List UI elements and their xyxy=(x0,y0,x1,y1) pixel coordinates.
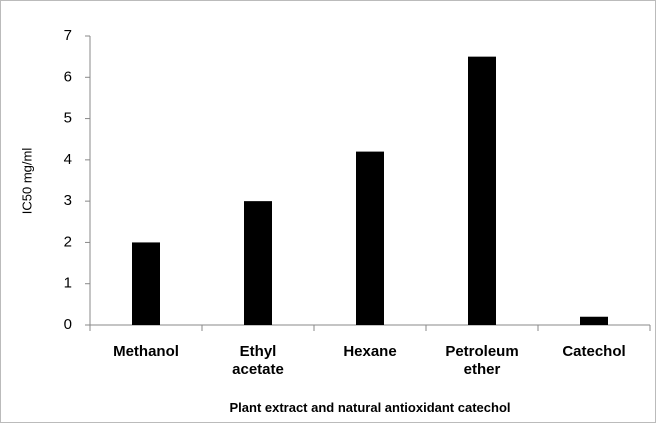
bar xyxy=(580,316,608,325)
x-tick-label: Petroleum ether xyxy=(445,343,519,378)
bar xyxy=(132,242,160,325)
y-tick-label: 2 xyxy=(64,233,72,250)
y-tick-label: 5 xyxy=(64,110,72,127)
bar xyxy=(244,201,272,325)
y-tick-label: 4 xyxy=(64,151,72,168)
y-tick-label: 1 xyxy=(64,275,72,292)
x-axis-label: Plant extract and natural antioxidant ca… xyxy=(229,400,511,415)
bar xyxy=(356,151,384,325)
x-tick-label: Catechol xyxy=(562,343,626,360)
x-tick-label: Ethyl acetate xyxy=(232,343,284,378)
bar xyxy=(468,56,496,326)
x-tick-label: Methanol xyxy=(113,343,179,360)
y-tick-label: 7 xyxy=(64,27,72,44)
y-tick-label: 0 xyxy=(64,316,72,333)
y-axis-label: IC50 mg/ml xyxy=(19,148,34,215)
y-tick-label: 3 xyxy=(64,192,72,209)
x-tick-label: Hexane xyxy=(343,343,397,360)
y-tick-label: 6 xyxy=(64,68,72,85)
